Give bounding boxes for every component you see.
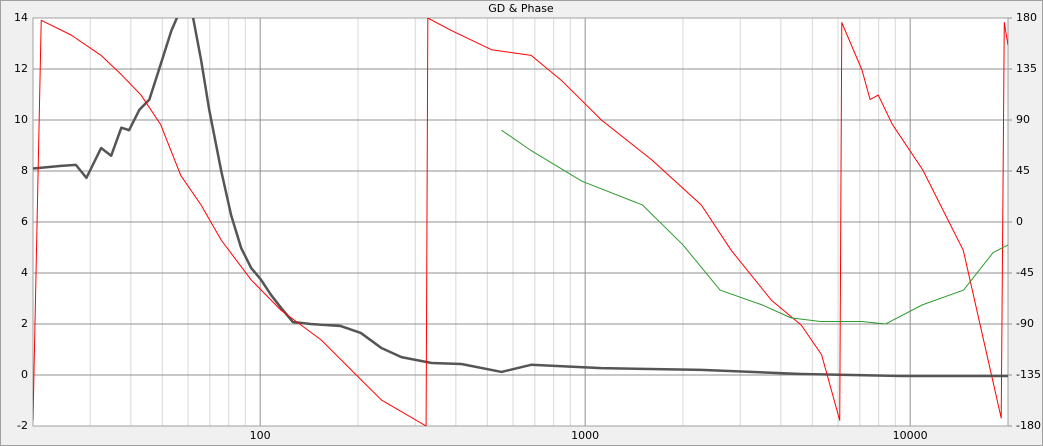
y2-tick-label: 45: [1016, 164, 1030, 177]
y-tick-label: 10: [14, 113, 28, 126]
series-line: [33, 18, 1008, 378]
y2-tick-label: -135: [1016, 368, 1041, 381]
y-tick-label: 2: [21, 317, 28, 330]
y2-tick-label: 180: [1016, 11, 1037, 24]
y2-tick-label: 135: [1016, 62, 1037, 75]
x-tick-label: 100: [250, 429, 271, 442]
series-line: [501, 129, 1008, 325]
series-line: [33, 18, 1008, 426]
plot-clip: [33, 18, 1008, 426]
y-tick-label: 0: [21, 368, 28, 381]
y-tick-label: 14: [14, 11, 28, 24]
y2-tick-label: 90: [1016, 113, 1030, 126]
plot-border: [32, 17, 1009, 427]
y-tick-label: 8: [21, 164, 28, 177]
chart-title: GD & Phase: [488, 2, 554, 15]
y-tick-label: -2: [17, 419, 28, 432]
y2-tick-label: 0: [1016, 215, 1023, 228]
y-tick-label: 6: [21, 215, 28, 228]
y-tick-label: 4: [21, 266, 28, 279]
y-tick-label: 12: [14, 62, 28, 75]
y2-tick-label: -180: [1016, 419, 1041, 432]
y2-tick-label: -45: [1016, 266, 1034, 279]
x-tick-label: 10000: [893, 429, 928, 442]
y2-tick-label: -90: [1016, 317, 1034, 330]
x-tick-label: 1000: [571, 429, 599, 442]
